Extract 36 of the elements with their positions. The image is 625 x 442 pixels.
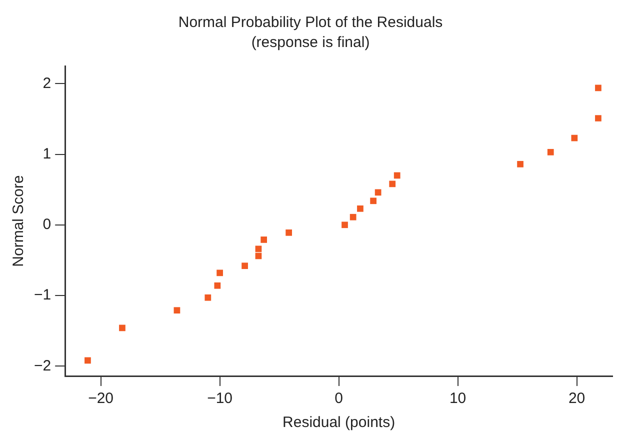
point: [517, 160, 524, 168]
point: [119, 324, 126, 332]
point: [204, 294, 212, 301]
point: [216, 270, 223, 276]
x-tick-label: −20: [88, 390, 114, 408]
point: [342, 222, 348, 228]
y-axis-title: Normal Score: [10, 175, 28, 267]
point: [174, 307, 180, 314]
point: [357, 205, 364, 212]
point: [389, 180, 396, 188]
x-tick-label: 0: [334, 390, 343, 408]
chart-subtitle: (response is final): [251, 34, 370, 52]
point: [370, 198, 376, 204]
y-tick-label: −2: [34, 357, 52, 374]
x-tick-label: −10: [207, 390, 233, 408]
x-tick-label: 20: [568, 390, 586, 408]
point: [286, 229, 292, 236]
point: [571, 134, 578, 142]
point: [214, 282, 221, 289]
point: [242, 262, 248, 270]
x-axis-title: Residual (points): [282, 414, 396, 432]
point: [350, 214, 356, 220]
point: [595, 84, 602, 92]
y-tick-label: 2: [42, 74, 52, 92]
chart-title: Normal Probability Plot of the Residuals: [178, 14, 443, 32]
point: [547, 148, 554, 156]
point: [260, 236, 268, 243]
x-tick-label: 10: [449, 390, 466, 408]
point: [255, 246, 262, 252]
y-tick-label: −1: [34, 286, 52, 304]
y-tick-label: 1: [42, 145, 52, 162]
point: [595, 115, 602, 122]
point: [394, 172, 400, 179]
point: [84, 357, 91, 364]
point: [374, 189, 382, 196]
y-tick-label: 0: [42, 216, 52, 234]
